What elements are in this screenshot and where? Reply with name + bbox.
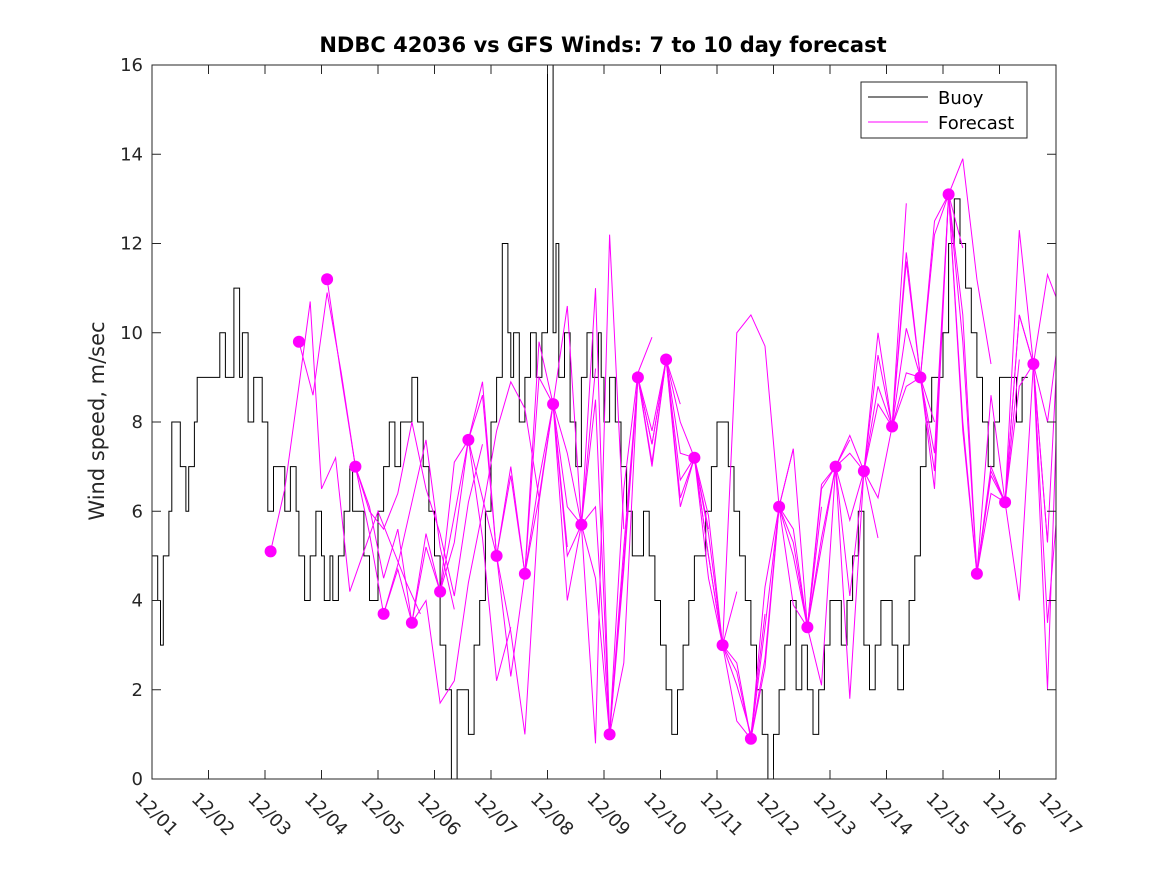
y-tick-label-7: 14 bbox=[120, 144, 143, 165]
x-tick-label-1: 12/02 bbox=[187, 789, 239, 841]
x-tick-label-3: 12/04 bbox=[300, 789, 352, 841]
y-tick-label-2: 4 bbox=[132, 591, 143, 612]
forecast-marker-16 bbox=[716, 639, 729, 652]
forecast-series-line-13 bbox=[637, 313, 794, 646]
forecast-marker-13 bbox=[631, 371, 644, 384]
x-tick-label-6: 12/07 bbox=[469, 789, 521, 841]
forecast-series-line-14 bbox=[665, 359, 822, 739]
forecast-marker-7 bbox=[462, 433, 475, 446]
y-tick-label-5: 10 bbox=[120, 323, 143, 344]
forecast-marker-10 bbox=[547, 398, 560, 411]
x-tick-label-14: 12/15 bbox=[921, 789, 973, 841]
forecast-series-line-5 bbox=[411, 380, 568, 705]
legend-box bbox=[860, 81, 1028, 139]
x-tick-label-11: 12/12 bbox=[752, 789, 804, 841]
y-axis: 0 2 4 6 8 10 12 14 16 bbox=[120, 55, 1056, 790]
x-tick-label-0: 12/01 bbox=[130, 789, 182, 841]
x-tick-label-12: 12/13 bbox=[808, 789, 860, 841]
forecast-marker-18 bbox=[773, 500, 786, 513]
legend: Buoy Forecast bbox=[860, 81, 1028, 139]
forecast-series-line-12 bbox=[609, 359, 766, 735]
forecast-marker-6 bbox=[434, 585, 447, 598]
forecast-marker-11 bbox=[575, 518, 588, 531]
forecast-series-line-4 bbox=[383, 381, 540, 623]
forecast-marker-24 bbox=[942, 188, 955, 201]
plot-area bbox=[152, 65, 1056, 779]
forecast-series-line-9 bbox=[524, 288, 681, 735]
forecast-series-line-16 bbox=[722, 466, 879, 739]
x-tick-label-10: 12/11 bbox=[695, 789, 747, 841]
forecast-series-line-20 bbox=[835, 158, 992, 473]
forecast-marker-19 bbox=[801, 621, 814, 634]
buoy-series-line bbox=[152, 65, 1028, 779]
x-tick-label-16: 12/17 bbox=[1034, 789, 1086, 841]
forecast-series-line-0 bbox=[270, 301, 421, 615]
legend-forecast-label: Forecast bbox=[938, 113, 1014, 134]
forecast-marker-15 bbox=[688, 451, 701, 464]
x-tick-label-13: 12/14 bbox=[865, 789, 917, 841]
y-tick-label-8: 16 bbox=[120, 55, 143, 76]
forecast-marker-1 bbox=[292, 335, 305, 348]
forecast-series-line-21 bbox=[863, 192, 1020, 574]
forecast-series-line-11 bbox=[581, 359, 738, 735]
forecast-marker-22 bbox=[886, 420, 899, 433]
forecast-marker-5 bbox=[405, 616, 418, 629]
forecast-series-line-15 bbox=[693, 439, 851, 740]
forecast-marker-23 bbox=[914, 371, 927, 384]
x-tick-label-7: 12/08 bbox=[526, 789, 578, 841]
forecast-series-line-6 bbox=[439, 341, 596, 592]
forecast-marker-27 bbox=[1027, 358, 1040, 370]
x-tick-label-15: 12/16 bbox=[978, 789, 1030, 841]
x-tick-label-4: 12/05 bbox=[356, 789, 408, 841]
y-tick-label-0: 0 bbox=[132, 769, 143, 790]
y-tick-label-6: 12 bbox=[120, 234, 143, 255]
forecast-marker-0 bbox=[264, 545, 277, 558]
y-tick-label-4: 8 bbox=[132, 412, 143, 433]
forecast-series-line-19 bbox=[806, 192, 964, 628]
forecast-series-line-7 bbox=[467, 234, 625, 744]
forecast-marker-2 bbox=[321, 273, 334, 286]
forecast-marker-8 bbox=[490, 549, 503, 562]
forecast-marker-12 bbox=[603, 728, 616, 741]
forecast-marker-17 bbox=[744, 732, 757, 745]
legend-buoy-label: Buoy bbox=[938, 88, 984, 109]
x-tick-label-2: 12/03 bbox=[243, 789, 295, 841]
forecast-marker-4 bbox=[377, 607, 390, 620]
y-tick-label-1: 2 bbox=[132, 680, 143, 701]
chart-title: NDBC 42036 vs GFS Winds: 7 to 10 day for… bbox=[319, 33, 886, 57]
x-tick-label-9: 12/10 bbox=[639, 789, 691, 841]
forecast-series-line-18 bbox=[778, 261, 935, 686]
y-tick-label-3: 6 bbox=[132, 501, 143, 522]
x-tick-label-5: 12/06 bbox=[413, 789, 465, 841]
x-tick-label-8: 12/09 bbox=[582, 789, 634, 841]
forecast-marker-26 bbox=[999, 496, 1012, 509]
forecast-series-line-17 bbox=[750, 203, 907, 739]
forecast-series-line-8 bbox=[496, 337, 653, 735]
y-axis-label: Wind speed, m/sec bbox=[85, 321, 109, 520]
forecast-series-line-10 bbox=[552, 359, 709, 735]
forecast-series-line-23 bbox=[919, 194, 1056, 601]
forecast-marker-9 bbox=[518, 567, 531, 580]
forecast-series-line-1 bbox=[298, 292, 455, 615]
forecast-series-line-2 bbox=[326, 279, 483, 597]
forecast-marker-20 bbox=[829, 460, 842, 473]
forecast-series-line-3 bbox=[354, 438, 512, 681]
forecast-marker-25 bbox=[970, 567, 983, 580]
forecast-marker-14 bbox=[660, 353, 673, 366]
forecast-marker-3 bbox=[349, 460, 362, 473]
forecast-marker-21 bbox=[857, 465, 870, 478]
